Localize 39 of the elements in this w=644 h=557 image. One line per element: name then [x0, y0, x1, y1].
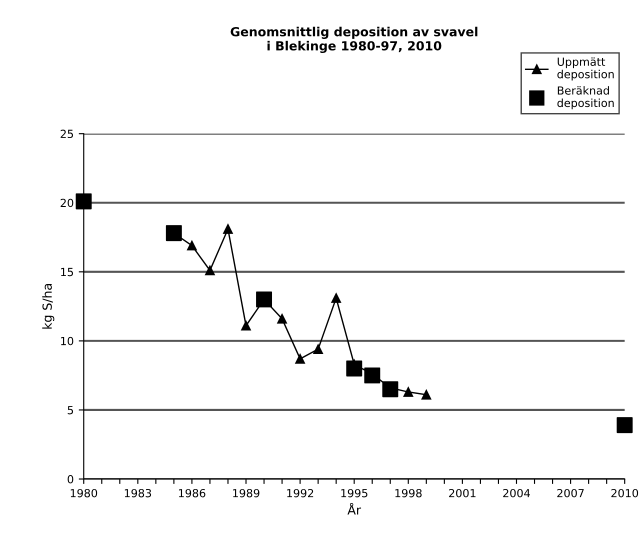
x-tick-label: 1992	[287, 488, 314, 498]
y-tick-label: 10	[61, 336, 74, 346]
x-tick-label: 1995	[341, 488, 368, 498]
legend-label: Beräknad deposition	[557, 86, 614, 110]
point	[364, 367, 380, 384]
point	[313, 344, 323, 354]
x-tick-label: 1998	[395, 488, 422, 498]
point	[616, 417, 633, 434]
point	[241, 320, 251, 331]
y-tick-label: 25	[60, 130, 74, 138]
x-tick-label: 2010	[611, 488, 638, 498]
y-tick-label: 20	[60, 198, 74, 208]
x-tick-label: 1980	[70, 488, 98, 498]
point	[223, 224, 233, 234]
x-tick-label: 2004	[503, 488, 530, 498]
y-tick-label: 5	[68, 406, 74, 414]
point	[187, 240, 197, 250]
y-axis-title: kg S/ha	[42, 284, 54, 329]
point	[382, 381, 398, 398]
point	[76, 193, 92, 210]
x-tick-label: 1986	[178, 488, 206, 498]
x-tick-label: 2001	[449, 488, 476, 498]
point	[256, 291, 272, 308]
point	[277, 314, 287, 324]
y-tick-label: 15	[61, 268, 74, 276]
point	[331, 293, 342, 303]
point	[295, 354, 305, 364]
x-tick-label: 1989	[233, 488, 260, 498]
chart-title: Genomsnittlig deposition av svavel i Blekinge 1980-97, 2010	[230, 26, 478, 54]
x-tick-label: 2007	[557, 488, 584, 498]
point	[205, 266, 215, 276]
point	[346, 360, 362, 376]
point	[403, 387, 414, 397]
point	[421, 390, 432, 400]
x-tick-label: 1983	[124, 488, 152, 498]
x-axis-title: År	[347, 502, 362, 515]
legend-label: Uppmätt deposition	[557, 57, 614, 81]
y-tick-label: 0	[68, 474, 74, 484]
point	[166, 225, 182, 242]
